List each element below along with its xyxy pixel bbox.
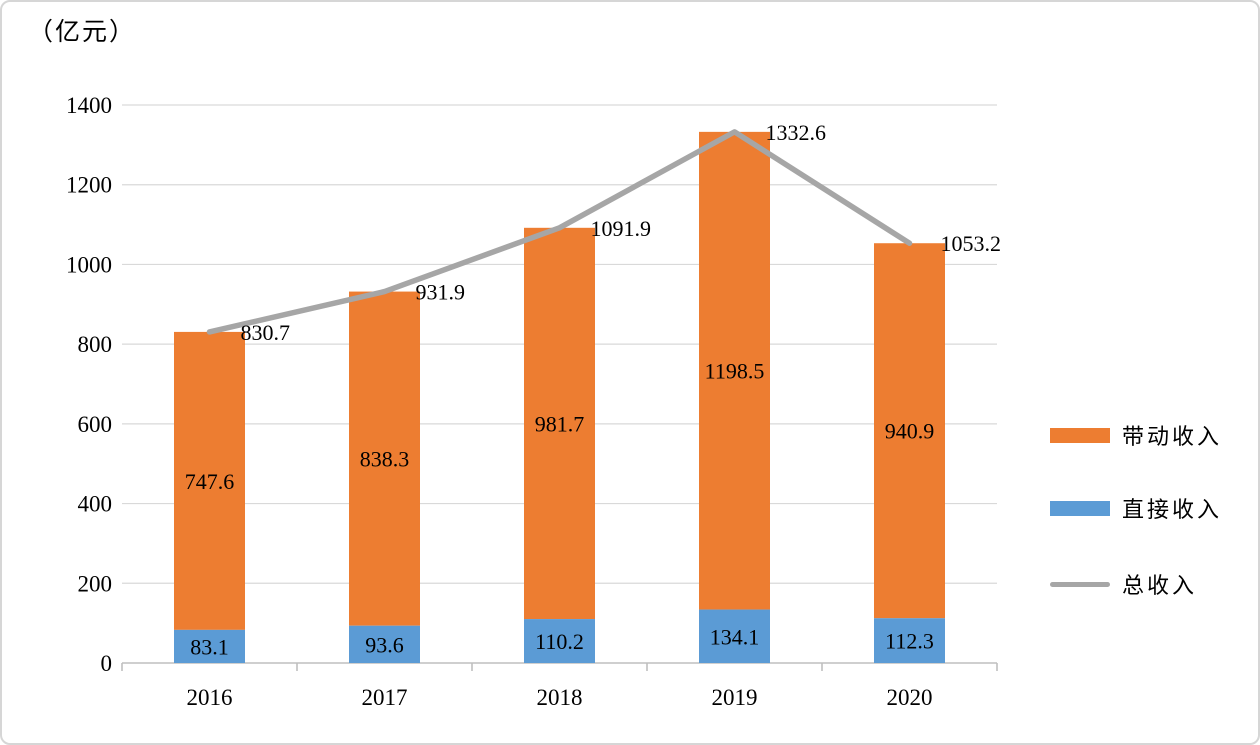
svg-text:1091.9: 1091.9 <box>591 216 652 241</box>
y-axis-unit-label: （亿元） <box>28 19 137 46</box>
svg-text:838.3: 838.3 <box>360 447 410 472</box>
svg-text:110.2: 110.2 <box>535 629 584 654</box>
svg-text:2018: 2018 <box>537 685 583 710</box>
svg-text:134.1: 134.1 <box>710 624 760 649</box>
svg-text:1053.2: 1053.2 <box>941 231 1002 256</box>
svg-text:2020: 2020 <box>887 685 933 710</box>
svg-text:800: 800 <box>78 332 113 357</box>
svg-text:600: 600 <box>78 412 113 437</box>
svg-text:747.6: 747.6 <box>185 469 235 494</box>
svg-text:93.6: 93.6 <box>365 632 404 657</box>
svg-text:1332.6: 1332.6 <box>766 120 827 145</box>
svg-text:940.9: 940.9 <box>885 419 935 444</box>
svg-text:112.3: 112.3 <box>885 629 934 654</box>
svg-text:981.7: 981.7 <box>535 411 585 436</box>
svg-text:830.7: 830.7 <box>241 320 291 345</box>
svg-text:1400: 1400 <box>66 93 112 118</box>
svg-text:1000: 1000 <box>66 252 112 277</box>
svg-text:1198.5: 1198.5 <box>705 359 765 384</box>
svg-text:400: 400 <box>78 492 113 517</box>
svg-text:1200: 1200 <box>66 173 112 198</box>
svg-text:2017: 2017 <box>362 685 408 710</box>
svg-text:931.9: 931.9 <box>416 280 466 305</box>
svg-text:83.1: 83.1 <box>190 634 229 659</box>
svg-text:200: 200 <box>78 571 113 596</box>
svg-text:0: 0 <box>101 651 113 676</box>
svg-text:2016: 2016 <box>187 685 233 710</box>
svg-text:2019: 2019 <box>712 685 758 710</box>
